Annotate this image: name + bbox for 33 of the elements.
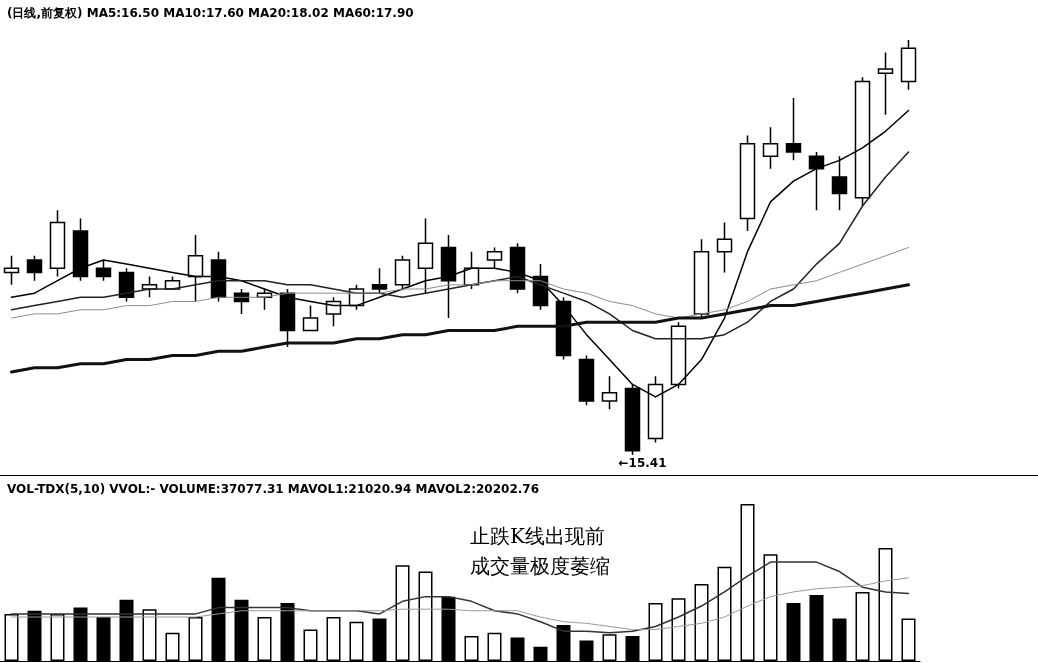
candlestick: [95, 259, 112, 282]
candlestick: [3, 255, 20, 286]
candlestick: [49, 209, 66, 278]
candlestick: [118, 267, 135, 303]
candlestick: [808, 151, 825, 211]
candlestick: [325, 296, 342, 328]
candlestick: [486, 246, 503, 269]
candlestick: [394, 255, 411, 290]
chart-title: VOL-TDX(5,10) VVOL:- VOLUME:37077.31 MAVOL1:21020.94 MAVOL2:20202.76: [7, 482, 539, 496]
candlestick: [371, 267, 388, 294]
candlestick: [440, 234, 457, 319]
candlestick: [739, 134, 756, 232]
candlestick: [302, 304, 319, 332]
candlestick: [187, 234, 204, 303]
candlestick: [279, 288, 296, 348]
annotation: 止跌K线出现前: [470, 524, 605, 548]
candlestick: [900, 39, 917, 91]
text: ←15.41: [618, 456, 667, 470]
candlestick: [762, 126, 779, 170]
chart-title: (日线,前复权) MA5:16.50 MA10:17.60 MA20:18.02 MA60:17.90: [7, 6, 414, 20]
candlestick: [831, 155, 848, 211]
candlestick: [601, 375, 618, 411]
candlestick: [72, 217, 89, 282]
candlestick: [693, 238, 710, 319]
candlestick: [785, 97, 802, 162]
candlestick: [716, 221, 733, 274]
candlestick: [578, 354, 595, 406]
candlestick: [233, 288, 250, 315]
candlestick: [877, 51, 894, 116]
candlestick: [417, 217, 434, 294]
candlestick: [670, 321, 687, 390]
candlestick: [26, 255, 43, 282]
annotation: 成交量极度萎缩: [470, 554, 610, 578]
